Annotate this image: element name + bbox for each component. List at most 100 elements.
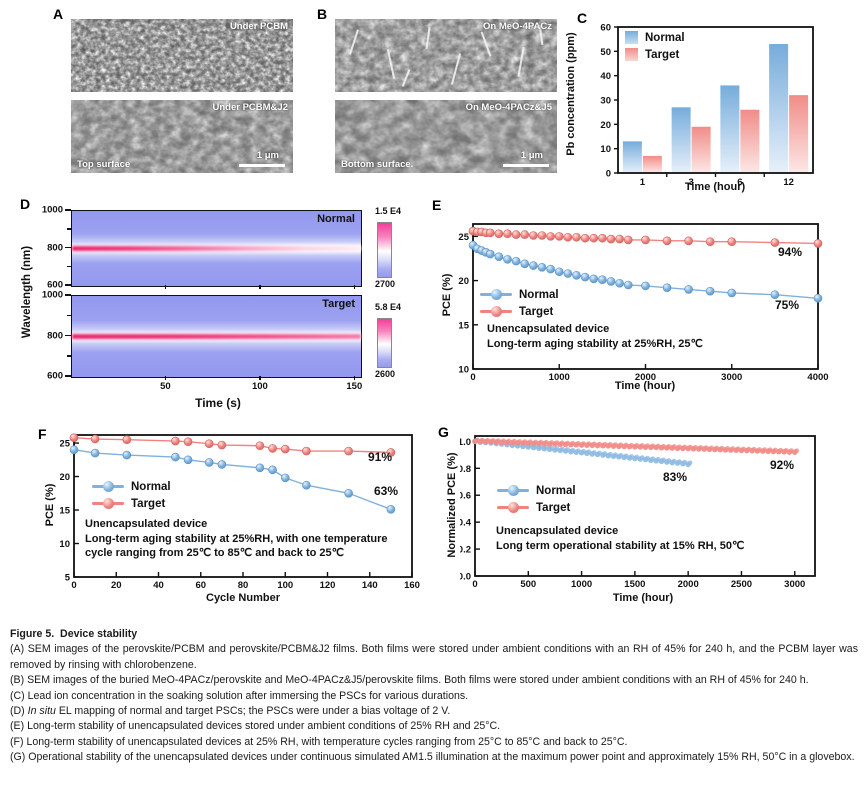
d-x-axis-label: Time (s) [195,396,241,410]
caption-item-d: (D) In situ EL mapping of normal and tar… [10,704,858,719]
tick-label: 0.8 [460,464,471,475]
legend-label: Normal [131,480,171,493]
d-tick-label: 800 [47,330,63,341]
d-tick-label: 50 [160,381,171,392]
f-legend: Normal Target [92,480,171,510]
info-line: Unencapsulated device [496,525,619,537]
tick-label: 50 [600,47,611,58]
legend-label: Target [131,497,166,510]
f-info-text: Unencapsulated device Long-term aging st… [85,517,388,561]
tick-label: 2500 [731,579,752,588]
tick-label: 1000 [571,579,592,588]
tick-label: 80 [238,580,249,590]
legend-item-normal: Normal [92,480,171,493]
tick-label: 2000 [678,579,699,588]
f-retention-normal: 63% [374,484,399,498]
heatmap-title: Target [322,298,355,310]
tick-label: 15 [60,506,71,517]
pce-aging-line-chart: 0 1000 2000 3000 4000 10 15 20 25 [458,223,829,383]
normal-line [497,485,529,496]
d-tick-mark [353,285,356,289]
emission-band [72,246,361,251]
emission-band [72,334,361,339]
legend-label: Normal [536,484,576,497]
tick-label: 20 [458,276,469,287]
pce-cycling-line-chart: 0 20 40 60 80 100 120 140 160 5 10 15 20 25 [60,433,420,590]
tick-label: 1500 [624,579,645,588]
tick-label: 4000 [807,372,828,383]
target-swatch [625,48,638,61]
tick-label: 0 [470,372,475,383]
scale-bar [503,164,549,167]
pb-concentration-bar-chart: 1 3 6 12 0 10 20 30 40 50 60 [600,23,814,188]
caption-item-c: (C) Lead ion concentration in the soakin… [10,689,469,702]
d-tick-label: 150 [346,381,363,392]
d-tick-mark [67,228,71,230]
tick-label: 40 [153,580,164,590]
panel-a-label: A [53,6,64,22]
panel-b-label: B [317,6,328,22]
tick-label: 10 [600,144,611,155]
tick-label: 1 [640,177,646,188]
e-legend: Normal Target [480,288,559,318]
sem-image-under-pcbm: Under PCBM [71,19,293,92]
scale-bar [239,164,285,167]
d-tick-mark [259,376,261,380]
tick-label: 3000 [784,579,805,588]
d-tick-label: 100 [251,381,268,392]
legend-item-normal: Normal [625,31,685,44]
legend-label: Target [519,305,554,318]
tick-label: 3000 [721,372,742,383]
normal-line [480,289,512,300]
tick-label: 3 [688,177,693,188]
e-x-axis-label: Time (hour) [614,380,676,392]
g-info-text: Unencapsulated device Long term operatio… [496,524,744,553]
target-line [497,502,529,513]
d-tick-label: 600 [47,370,63,382]
d-tick-mark [353,376,356,380]
caption-item-a: (A) SEM images of the perovskite/PCBM an… [10,643,858,671]
sem-scale-label: 1 μm [256,150,279,161]
tick-label: 0 [71,580,76,590]
tick-label: 60 [600,23,611,34]
sem-a2-texture [71,100,293,173]
info-line: Long-term aging stability at 25%RH, 25℃ [487,337,703,350]
colorbar-target [377,318,392,368]
tick-label: 0 [606,169,611,180]
heatmap-target: Target [71,295,362,378]
bright-streaks [349,24,544,87]
normal-marker [103,481,114,492]
normalized-pce-scatter-chart: 0 500 1000 1500 2000 2500 3000 0.0 0.2 0.4 0.6 0.8 1… [460,435,816,588]
d-tick-mark [67,265,71,267]
info-line: Long term operational stability at 15% R… [496,539,745,552]
legend-label: Target [536,501,571,514]
d-tick-label: 1000 [41,204,63,216]
tick-label: 6 [737,177,742,188]
normal-line [92,481,124,492]
d-tick-mark [67,355,71,357]
g-retention-target: 92% [770,458,795,472]
target-line [92,498,124,509]
caption-item-f: (F) Long-term stability of unencapsulate… [10,735,628,748]
tick-label: 120 [320,580,336,590]
tick-label: 25 [458,232,469,243]
heatmap-title: Normal [317,213,355,225]
panel-f-label: F [38,426,47,442]
g-y-axis-label: Normalized PCE (%) [446,452,458,558]
sem-label: On MeO-4PACz [483,21,552,32]
sem-image-on-meo4pacz: On MeO-4PACz [335,19,557,92]
target-marker [103,498,114,509]
e-y-axis-label: PCE (%) [441,273,453,317]
sem-scale-label: 1 μm [520,150,543,161]
target-marker [491,306,502,317]
d-tick-mark [164,376,167,380]
d-tick-mark [65,375,71,377]
panel-e-label: E [432,197,442,213]
info-line: cycle ranging from 25℃ to 85℃ and back t… [85,547,344,559]
d-tick-mark [259,285,261,289]
normal-marker [508,485,519,496]
caption-figure-number: Figure 5. [10,628,55,640]
normal-marker [491,289,502,300]
g-x-axis-label: Time (hour) [612,592,674,604]
e-retention-target: 94% [778,245,803,259]
